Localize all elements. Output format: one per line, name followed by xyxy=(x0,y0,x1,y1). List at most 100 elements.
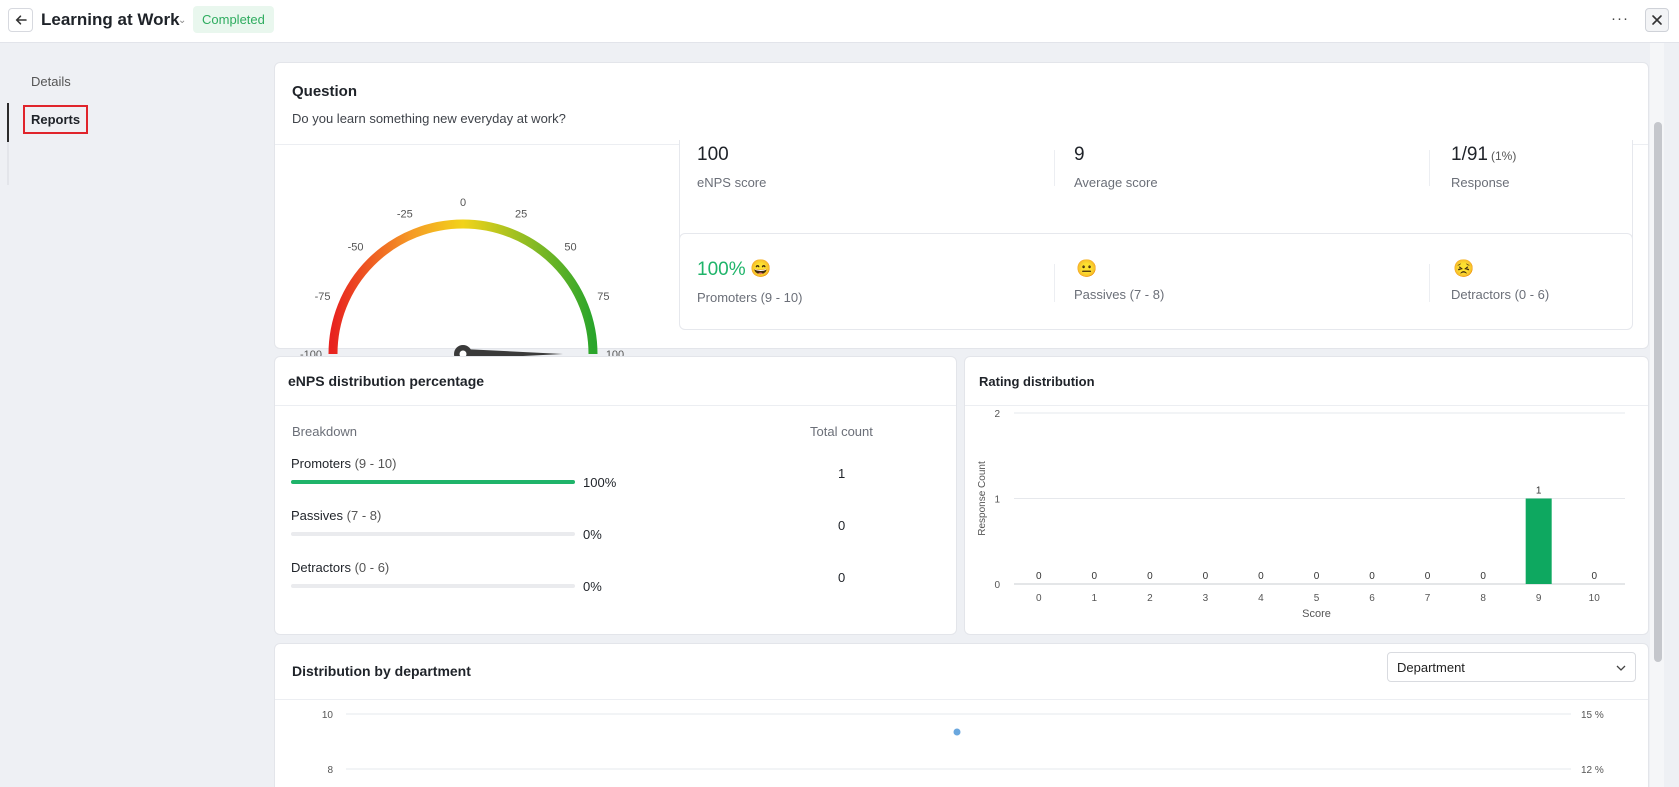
enps-distribution-card: eNPS distribution percentage Breakdown T… xyxy=(274,356,957,635)
rating-x-tick: 3 xyxy=(1203,593,1209,604)
distribution-heading: eNPS distribution percentage xyxy=(288,373,485,389)
distribution-row-label: Promoters (9 - 10) xyxy=(291,456,396,471)
stats-divider-1 xyxy=(1054,150,1055,186)
department-heading: Distribution by department xyxy=(292,663,471,679)
groups-divider-2 xyxy=(1429,264,1430,302)
department-left-tick: 8 xyxy=(327,765,333,776)
distribution-row-count: 0 xyxy=(838,518,846,533)
distribution-row-percent: 0% xyxy=(583,527,602,542)
rating-y-tick: 0 xyxy=(994,580,1000,591)
response-value: 1/91 (1%) xyxy=(1451,144,1516,166)
rating-x-axis-label: Score xyxy=(1302,608,1331,620)
rating-bar-chart: 01200010203040506070819010ScoreResponse … xyxy=(977,409,1625,620)
distribution-row-count: 0 xyxy=(838,570,846,585)
department-chart: 10 8 15 % 12 % xyxy=(322,710,1604,776)
sidebar: Details Reports xyxy=(0,43,268,787)
response-label: Response xyxy=(1451,175,1510,190)
gauge-tick-label: 75 xyxy=(597,291,609,303)
rating-bar-value: 0 xyxy=(1480,571,1486,582)
chevron-down-icon xyxy=(1616,665,1626,671)
rating-bar-value: 0 xyxy=(1425,571,1431,582)
response-count: 1/91 xyxy=(1451,144,1488,165)
rating-bar-value: 0 xyxy=(1591,571,1597,582)
scrollbar-thumb[interactable] xyxy=(1654,122,1662,662)
question-heading: Question xyxy=(292,83,358,100)
distribution-bar-track xyxy=(291,480,575,484)
rating-bar-value: 0 xyxy=(1092,571,1098,582)
rating-x-tick: 7 xyxy=(1425,593,1431,604)
rating-x-tick: 2 xyxy=(1147,593,1153,604)
rating-bar-value: 1 xyxy=(1536,486,1542,497)
department-left-tick: 10 xyxy=(322,710,334,721)
distribution-row-range: (9 - 10) xyxy=(350,456,397,471)
rating-divider xyxy=(965,405,1648,406)
department-select[interactable]: Department xyxy=(1387,652,1636,682)
distribution-row-label: Passives (7 - 8) xyxy=(291,508,381,523)
department-data-point[interactable] xyxy=(953,728,961,736)
gauge-tick-label: 50 xyxy=(564,242,576,254)
rating-bar-value: 0 xyxy=(1314,571,1320,582)
groups-box: 100% 😄 Promoters (9 - 10) 😐 Passives (7 … xyxy=(679,233,1633,330)
arrow-left-icon xyxy=(15,15,27,25)
promoters-label: Promoters (9 - 10) xyxy=(697,290,803,305)
department-divider xyxy=(275,699,1648,700)
close-button[interactable] xyxy=(1645,8,1669,32)
sidebar-active-indicator xyxy=(7,103,9,142)
rating-x-tick: 5 xyxy=(1314,593,1320,604)
stats-divider-2 xyxy=(1429,150,1430,186)
title-caret-icon[interactable]: ⌄ xyxy=(178,15,187,26)
groups-divider-1 xyxy=(1054,264,1055,302)
question-card: Question Do you learn something new ever… xyxy=(274,62,1649,363)
distribution-row-range: (0 - 6) xyxy=(350,560,390,575)
rating-x-tick: 4 xyxy=(1258,593,1264,604)
gauge-tick-label: -25 xyxy=(397,209,413,221)
detractors-label: Detractors (0 - 6) xyxy=(1451,287,1550,302)
distribution-row-name: Detractors xyxy=(291,560,351,575)
rating-y-tick: 1 xyxy=(994,495,1000,506)
passives-label: Passives (7 - 8) xyxy=(1074,287,1165,302)
distribution-row-name: Passives xyxy=(291,508,344,523)
sidebar-item-details[interactable]: Details xyxy=(31,74,71,89)
rating-bar[interactable] xyxy=(1525,498,1552,585)
breakdown-header: Breakdown xyxy=(292,424,358,439)
total-count-header: Total count xyxy=(810,424,873,439)
rating-bar-value: 0 xyxy=(1203,571,1209,582)
distribution-bar-track xyxy=(291,584,575,588)
rating-x-tick: 9 xyxy=(1536,593,1542,604)
department-select-value: Department xyxy=(1397,660,1465,675)
distribution-row-range: (7 - 8) xyxy=(343,508,382,523)
rating-x-tick: 1 xyxy=(1092,593,1098,604)
gauge-tick-label: -75 xyxy=(315,291,331,303)
rating-bar-value: 0 xyxy=(1258,571,1264,582)
grinning-face-icon: 😄 xyxy=(750,259,772,278)
response-percent: (1%) xyxy=(1490,149,1517,163)
distribution-row-count: 1 xyxy=(838,466,846,481)
gauge-tick-label: 0 xyxy=(460,197,466,209)
promoters-percent: 100% xyxy=(697,259,746,280)
gauge-tick-label: -50 xyxy=(348,242,364,254)
department-right-tick: 15 % xyxy=(1581,710,1604,721)
rating-bar-value: 0 xyxy=(1147,571,1153,582)
distribution-bar-fill xyxy=(291,480,575,484)
distribution-row-name: Promoters xyxy=(291,456,351,471)
rating-y-tick: 2 xyxy=(994,409,1000,420)
neutral-face-icon: 😐 xyxy=(1076,259,1098,278)
rating-bar-value: 0 xyxy=(1036,571,1042,582)
top-bar: Learning at Work ⌄ Completed ··· xyxy=(0,0,1679,43)
rating-y-axis-label: Response Count xyxy=(977,461,988,536)
department-right-tick: 12 % xyxy=(1581,765,1604,776)
average-score-value: 9 xyxy=(1074,144,1085,165)
back-button[interactable] xyxy=(8,8,33,32)
question-text: Do you learn something new everyday at w… xyxy=(292,111,566,126)
rating-x-tick: 6 xyxy=(1369,593,1375,604)
close-icon xyxy=(1652,15,1662,25)
gauge-needle-hub-center xyxy=(459,350,467,358)
frowning-face-icon: 😣 xyxy=(1453,259,1475,278)
rating-heading: Rating distribution xyxy=(979,374,1095,389)
enps-score-value: 100 xyxy=(697,144,729,165)
more-options-icon[interactable]: ··· xyxy=(1611,10,1629,27)
sidebar-item-reports[interactable]: Reports xyxy=(22,105,89,134)
gauge-tick-label: 25 xyxy=(515,209,527,221)
